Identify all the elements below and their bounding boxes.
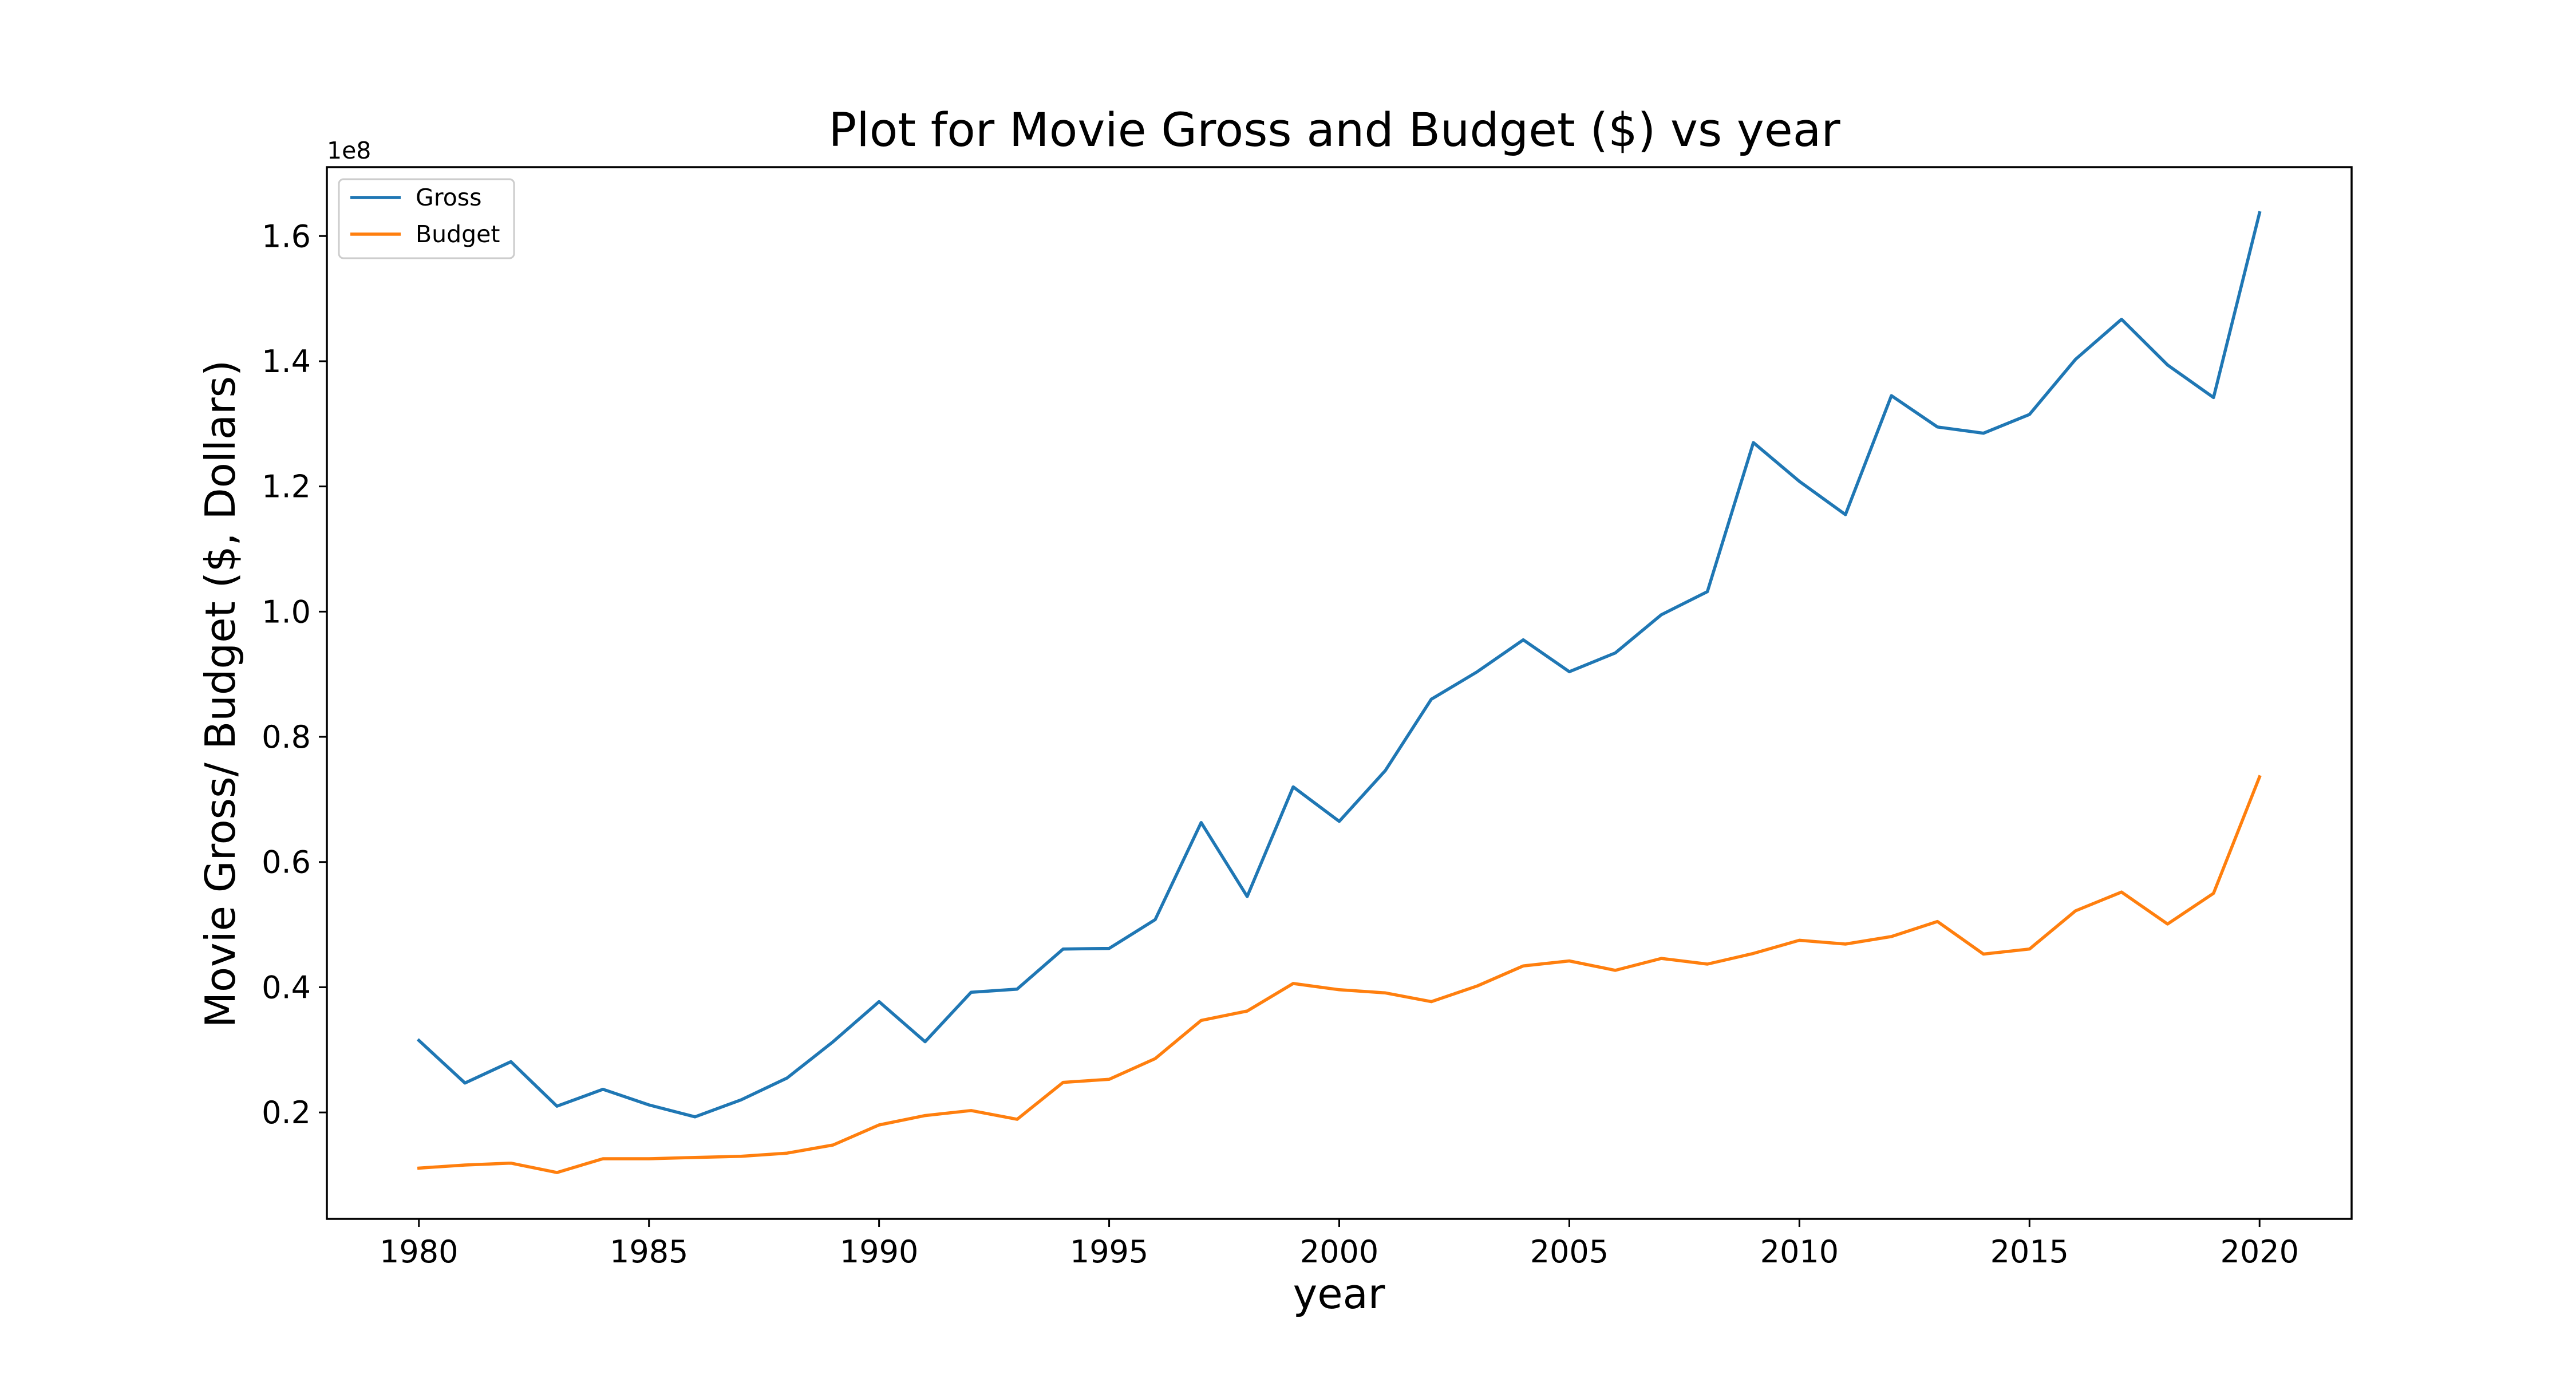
- x-tick-label: 2015: [1990, 1234, 2069, 1270]
- series-layer: [416, 211, 2262, 1174]
- y-axis-offset-label: 1e8: [327, 137, 371, 164]
- y-axis-label: Movie Gross/ Budget ($, Dollars): [196, 360, 244, 1028]
- series-line-budget: [417, 775, 2262, 1174]
- x-tick-label: 1990: [840, 1234, 918, 1270]
- x-tick-label: 1980: [380, 1234, 458, 1270]
- y-tick-label: 1.2: [262, 469, 311, 505]
- y-tick-label: 0.4: [262, 969, 311, 1005]
- x-tick-label: 2020: [2221, 1234, 2299, 1270]
- legend: Gross Budget: [338, 178, 515, 259]
- x-axis-ticks: 1980 1985 1990 1995 2000 2005 2010 2015 2020: [380, 1219, 2299, 1270]
- y-tick-label: 0.6: [262, 844, 311, 881]
- legend-label-gross: Gross: [416, 184, 482, 211]
- x-tick-label: 2010: [1760, 1234, 1839, 1270]
- x-tick-label: 1985: [610, 1234, 688, 1270]
- y-axis-ticks: 0.2 0.4 0.6 0.8 1.0 1.2 1.4 1.6: [262, 218, 327, 1131]
- x-axis-label: year: [1293, 1270, 1385, 1318]
- x-tick-label: 2000: [1300, 1234, 1378, 1270]
- chart-title: Plot for Movie Gross and Budget ($) vs y…: [828, 104, 1840, 157]
- x-tick-label: 2005: [1530, 1234, 1609, 1270]
- legend-label-budget: Budget: [416, 220, 500, 248]
- y-tick-label: 1.0: [262, 594, 311, 630]
- y-tick-label: 1.6: [262, 218, 311, 254]
- plot-frame: [326, 166, 2353, 1220]
- x-tick-label: 1995: [1070, 1234, 1148, 1270]
- y-tick-label: 0.8: [262, 719, 311, 755]
- series-line-gross: [416, 211, 2262, 1119]
- y-tick-label: 1.4: [262, 344, 311, 380]
- y-tick-label: 0.2: [262, 1095, 311, 1131]
